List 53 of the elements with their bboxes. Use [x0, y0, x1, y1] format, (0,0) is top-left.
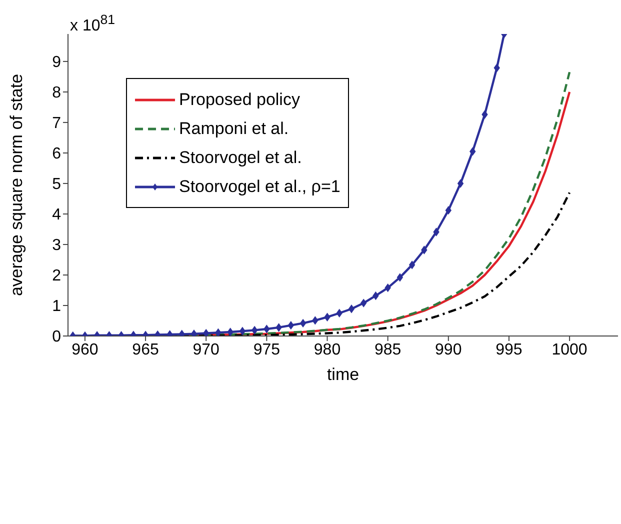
y-tick-label: 4	[52, 206, 62, 224]
x-tick-label: 990	[435, 341, 462, 358]
x-tick-label: 995	[496, 341, 522, 358]
point	[445, 206, 452, 214]
point	[312, 316, 318, 324]
point	[276, 323, 282, 332]
point	[300, 319, 306, 328]
point	[396, 273, 403, 282]
x-axis-title: time	[326, 365, 360, 384]
point	[178, 330, 185, 336]
y-tick-label: 5	[52, 176, 62, 194]
y-tick-label: 0	[52, 328, 62, 346]
point	[227, 328, 234, 336]
legend-label: Ramponi et al.	[179, 118, 289, 138]
x-tick-label: 970	[192, 341, 220, 358]
point	[252, 326, 258, 334]
x-tick-label: 975	[253, 341, 280, 358]
point	[336, 309, 342, 318]
point	[372, 292, 379, 300]
point	[264, 324, 270, 333]
point	[409, 260, 416, 269]
y-tick-label: 6	[52, 146, 62, 163]
point	[348, 304, 354, 313]
point	[324, 313, 330, 322]
legend-label: Stoorvogel et al.	[179, 148, 302, 168]
point	[239, 327, 246, 336]
point	[215, 328, 222, 336]
legend-label: Proposed policy	[179, 90, 300, 110]
y-axis-title: average square norm of state	[7, 74, 26, 296]
point	[482, 110, 488, 119]
y-tick-label: 2	[52, 268, 62, 285]
y-tick-label: 3	[52, 237, 62, 254]
x-tick-label: 985	[374, 341, 402, 358]
legend-label: Stoorvogel et al., ρ=1	[179, 176, 340, 196]
x-tick-label: 965	[132, 341, 159, 358]
point	[384, 284, 391, 292]
point	[421, 246, 428, 254]
x-tick-label: 980	[314, 341, 341, 358]
y-tick-label: 9	[52, 54, 62, 72]
y-tick-label: 1	[52, 298, 62, 316]
point	[203, 329, 210, 336]
point	[166, 330, 173, 336]
x-tick-label: 960	[72, 341, 98, 358]
y-tick-label: 7	[52, 115, 62, 132]
point	[433, 228, 440, 236]
point	[288, 321, 294, 330]
y-tick-label: 8	[52, 84, 62, 102]
point	[360, 299, 367, 308]
point	[470, 147, 476, 156]
annotation: x 10$^{81}$	[70, 12, 116, 36]
x-tick-label: 1000	[552, 341, 588, 358]
point	[494, 64, 500, 72]
point	[458, 179, 464, 188]
